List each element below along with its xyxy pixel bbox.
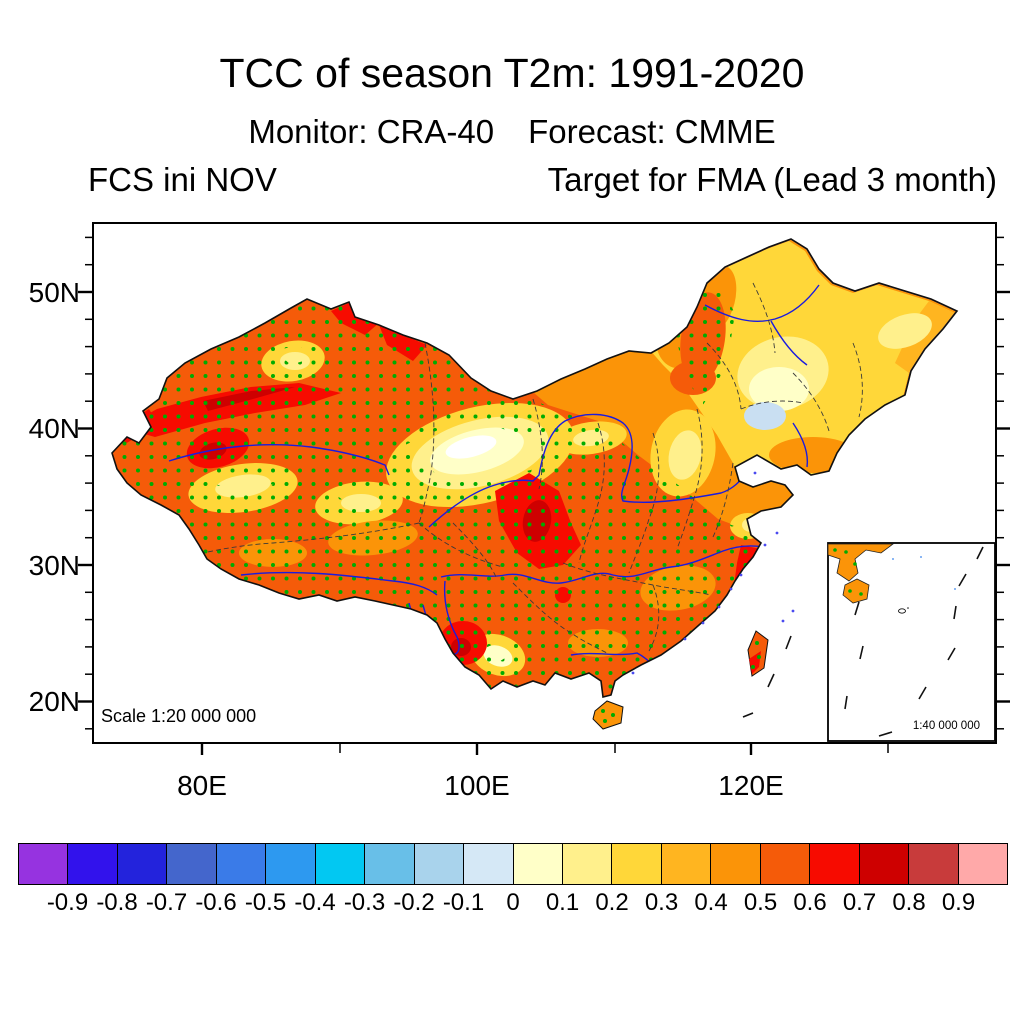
colorbar-cell [266,844,316,884]
axis-ticks [78,236,1010,755]
colorbar-cell [167,844,217,884]
colorbar-cell [414,844,465,884]
china-outline [111,238,959,698]
x-axis-label-120e: 120E [718,770,784,801]
inset-map [827,542,996,742]
hainan-island [592,700,624,730]
colorbar-tick-label: -0.7 [145,889,188,916]
inset-hainan [842,578,870,604]
colorbar-cell [909,844,959,884]
colorbar-cell [464,844,514,884]
dash-line-marks [742,635,792,718]
colorbar-cell [760,844,811,884]
colorbar-cell [859,844,910,884]
colorbar-tick-label: 0.1 [545,889,580,916]
taiwan-island [747,630,769,677]
coastal-islets [631,471,795,675]
map-content [111,238,996,742]
colorbar-tick-label: -0.6 [195,889,237,916]
inset-scale-text: 1:40 000 000 [912,720,980,732]
province-borders [202,282,863,654]
y-axis-label-30n: 30N [28,550,80,581]
colorbar-tick-label: 0.8 [892,889,926,916]
colorbar-cell [315,844,366,884]
colorbar-cell [216,844,267,884]
colorbar-tick-label: -0.4 [294,889,336,916]
colorbar [18,843,1008,885]
x-axis-label-100e: 100E [444,770,510,801]
colorbar-cell [513,844,563,884]
colorbar-tick-label: 0.6 [793,889,827,916]
map-plot [78,222,1010,755]
y-axis-label-20n: 20N [28,686,80,717]
colorbar-cell [365,844,415,884]
map-frame [78,222,1010,755]
map-scale-text: Scale 1:20 000 000 [101,706,257,726]
colorbar-cell [711,844,761,884]
colorbar-tick-label: 0.7 [842,889,877,916]
target-label: Target for FMA (Lead 3 month) [547,161,997,198]
colorbar-tick-label: 0.9 [941,889,976,916]
colorbar-tick-label: 0 [506,889,520,916]
x-axis-label-80e: 80E [177,770,227,801]
inset-nine-dash-line [844,546,984,737]
colorbar-cell [958,844,1008,884]
init-label: FCS ini NOV [88,161,277,198]
colorbar-tick-label: -0.8 [96,889,138,916]
inset-coast [827,543,895,582]
colorbar-cell [612,844,662,884]
colorbar-tick-label: 0.2 [595,889,629,916]
colorbar-tick-label: -0.3 [343,889,386,916]
colorbar-tick-label: -0.1 [442,889,485,916]
colorbar-tick-label: 0.3 [644,889,679,916]
colorbar-tick-label: -0.5 [244,889,287,916]
colorbar-tick-label: -0.9 [46,889,89,916]
forecast-label: Forecast: CMME [528,113,776,150]
colorbar-cell [562,844,613,884]
colorbar-cell [19,844,69,884]
colorbar-cell [117,844,168,884]
colorbar-cell [68,844,118,884]
colorbar-cell [810,844,860,884]
y-axis-label-40n: 40N [28,413,80,444]
colorbar-tick-label: 0.4 [694,889,728,916]
page-title: TCC of season T2m: 1991-2020 [219,50,805,96]
colorbar-tick-label: -0.2 [393,889,435,916]
monitor-label: Monitor: CRA-40 [248,113,495,150]
colorbar-tick-label: 0.5 [743,889,778,916]
contour-fills [112,239,957,697]
colorbar-cell [661,844,712,884]
subtitle-row: Monitor: CRA-40 Forecast: CMME [0,113,1024,151]
y-axis-label-50n: 50N [28,277,80,308]
